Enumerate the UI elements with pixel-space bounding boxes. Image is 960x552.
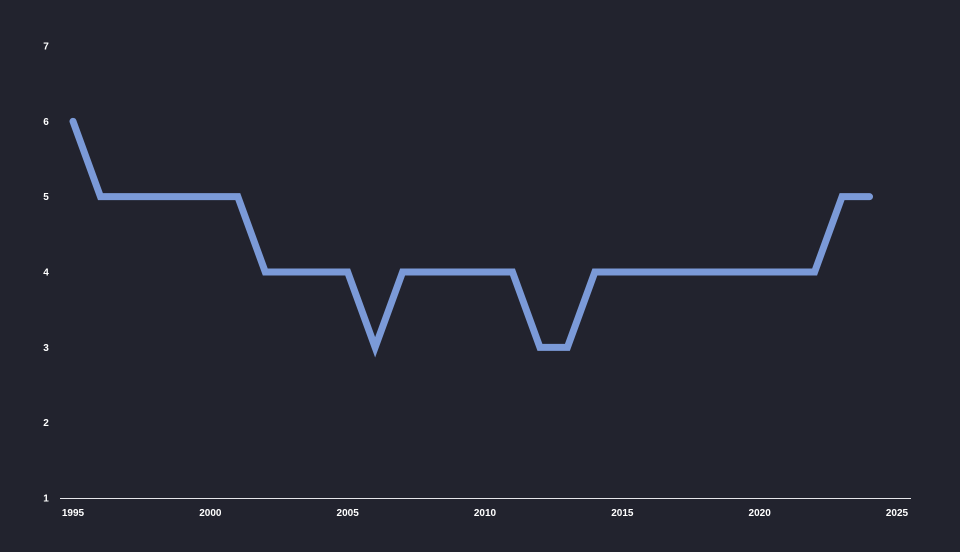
y-tick-label: 4 xyxy=(43,268,49,279)
x-tick-label: 2000 xyxy=(199,508,222,519)
x-axis-ticks: 1995 2000 2005 2010 2015 2020 2025 xyxy=(62,508,909,519)
y-tick-label: 6 xyxy=(43,117,49,128)
x-tick-label: 2020 xyxy=(749,508,772,519)
series-line xyxy=(69,117,874,358)
y-tick-label: 7 xyxy=(43,42,49,53)
y-tick-label: 3 xyxy=(43,343,49,354)
x-tick-label: 2005 xyxy=(337,508,360,519)
y-tick-label: 2 xyxy=(43,418,49,429)
y-tick-label: 5 xyxy=(43,192,49,203)
x-tick-label: 1995 xyxy=(62,508,85,519)
y-axis-ticks: 1 2 3 4 5 6 7 xyxy=(43,42,49,505)
y-tick-label: 1 xyxy=(43,494,49,505)
series-group xyxy=(69,117,874,358)
x-tick-label: 2010 xyxy=(474,508,497,519)
x-tick-label: 2015 xyxy=(611,508,634,519)
x-tick-label: 2025 xyxy=(886,508,909,519)
